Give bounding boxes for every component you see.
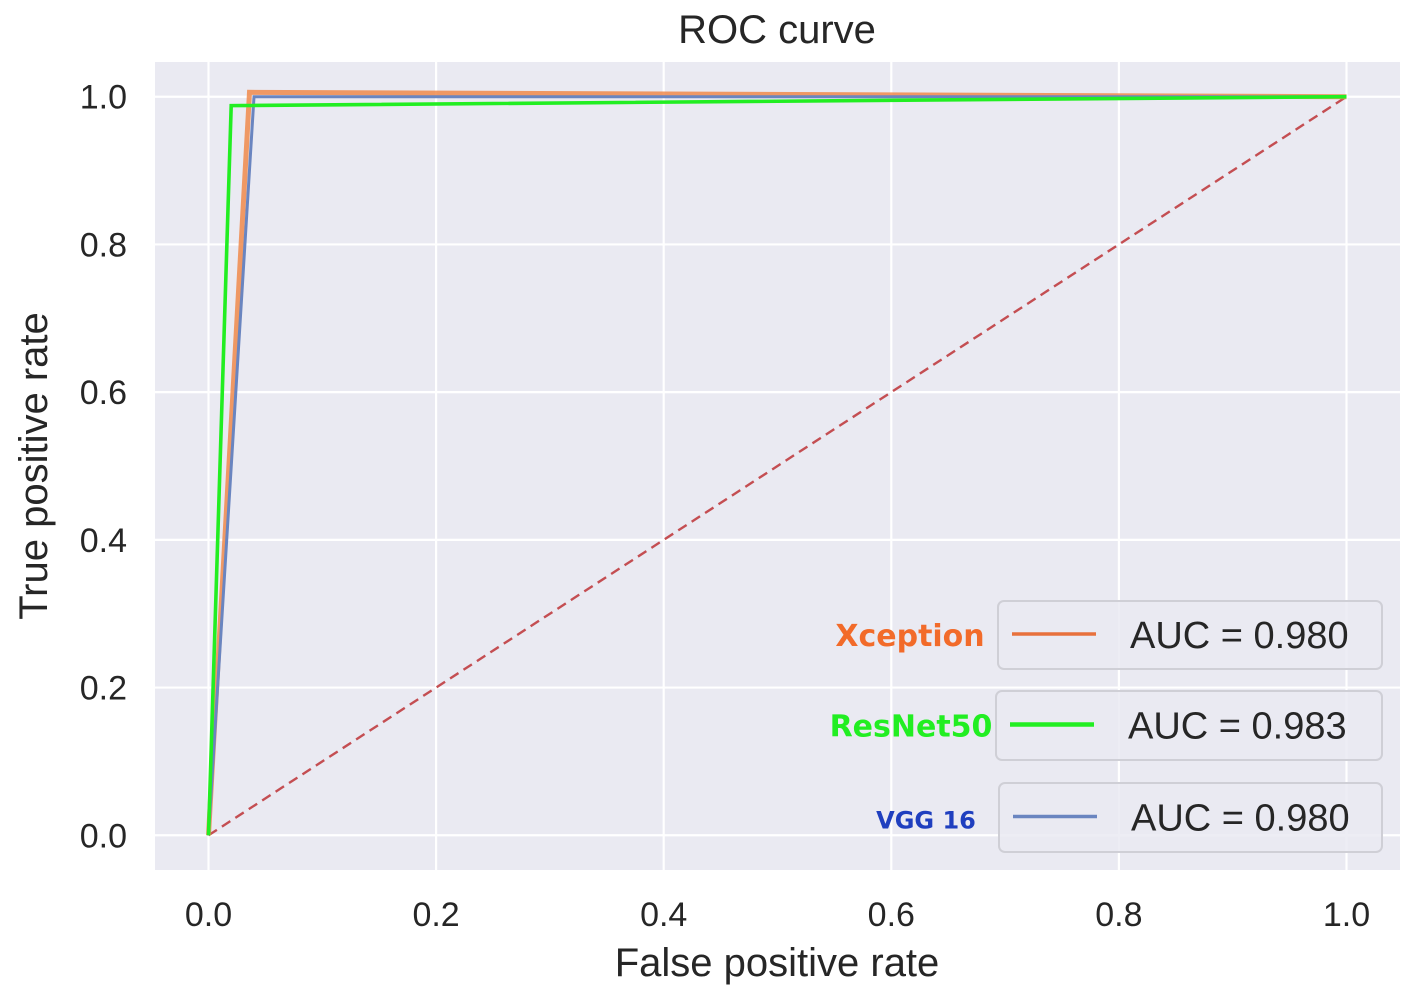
x-tick-label: 0.0 [185, 896, 232, 934]
legend-model-label: VGG 16 [876, 807, 976, 835]
legend-box [995, 690, 1383, 761]
y-axis-label: True positive rate [12, 312, 56, 620]
ticks: 0.0 0.2 0.4 0.6 0.8 1.0 0.0 0.2 0.4 0.6 0.8 1.0 [80, 79, 1370, 934]
legend-entry-text: AUC = 0.983 [1128, 706, 1347, 748]
series-layer [206, 89, 1348, 837]
x-tick-label: 0.8 [1095, 896, 1142, 934]
y-tick-label: 0.0 [80, 817, 127, 855]
y-tick-label: 1.0 [80, 79, 127, 117]
series-line-vgg-16 [207, 95, 1347, 836]
x-tick-label: 1.0 [1323, 896, 1370, 934]
series-line-resnet50 [206, 94, 1347, 836]
chart-title: ROC curve [678, 8, 876, 52]
legend-entry-text: AUC = 0.980 [1130, 615, 1349, 657]
x-tick-label: 0.2 [412, 896, 459, 934]
legend-box [998, 782, 1383, 853]
grid [155, 62, 1400, 870]
x-tick-label: 0.4 [640, 896, 687, 934]
y-tick-label: 0.4 [80, 522, 127, 560]
legend: AUC = 0.980 Xception AUC = 0.983 ResNet50 AU… [830, 600, 1383, 853]
legend-model-label: Xception [835, 619, 984, 654]
legend-entry-text: AUC = 0.980 [1131, 798, 1350, 840]
y-tick-label: 0.2 [80, 670, 127, 708]
y-tick-label: 0.6 [80, 374, 127, 412]
x-axis-label: False positive rate [615, 941, 940, 985]
legend-box [997, 600, 1383, 670]
x-tick-label: 0.6 [868, 896, 915, 934]
legend-model-label: ResNet50 [830, 710, 993, 745]
y-tick-label: 0.8 [80, 226, 127, 264]
series-line-chance [207, 95, 1348, 837]
